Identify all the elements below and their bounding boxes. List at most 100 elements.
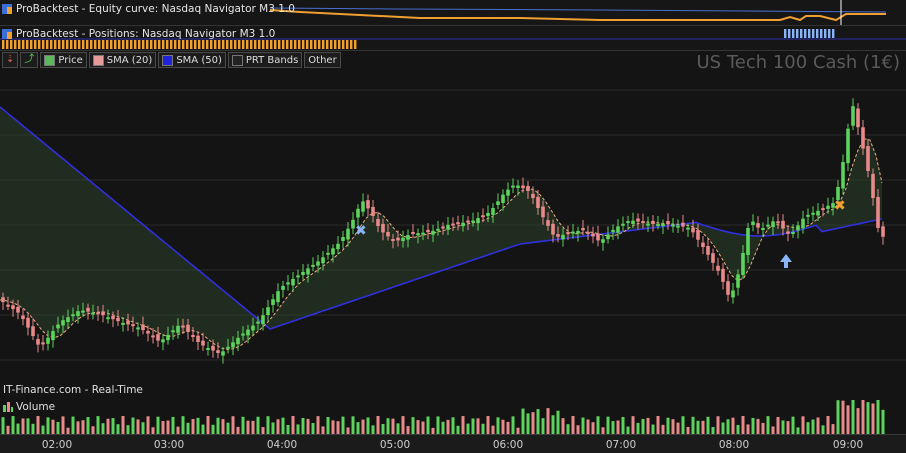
candle-body (761, 228, 765, 230)
price-chart[interactable]: ✖✖ (0, 52, 906, 397)
legend-other[interactable]: Other (304, 52, 341, 68)
volume-bar (1, 417, 5, 434)
volume-bar (581, 417, 585, 434)
candle-body (826, 205, 830, 209)
position-bar (812, 29, 815, 38)
volume-bar (836, 400, 840, 434)
position-bar (796, 29, 799, 38)
candle-body (446, 224, 450, 230)
volume-bar (721, 422, 725, 434)
position-bar (154, 40, 157, 49)
candle-body (631, 220, 635, 225)
volume-bar (131, 417, 135, 434)
volume-bar (561, 418, 565, 434)
candle-body (731, 290, 735, 298)
volume-bar (176, 426, 180, 434)
candle-body (21, 315, 25, 320)
volume-bar (471, 418, 475, 434)
candle-body (286, 282, 290, 285)
candle-body (216, 350, 220, 353)
entry-arrow-icon (780, 254, 792, 268)
candle-body (156, 334, 160, 341)
position-bar (338, 40, 341, 49)
candle-body (251, 325, 255, 331)
volume-bar (86, 417, 90, 434)
volume-bar (771, 426, 775, 434)
position-bar (350, 40, 353, 49)
add-indicator-button[interactable]: ⤴ (20, 52, 39, 68)
position-bar (6, 40, 9, 49)
volume-bar (621, 416, 625, 434)
volume-bar (701, 420, 705, 434)
candle-body (121, 322, 125, 325)
candle-body (666, 221, 670, 224)
position-bar (206, 40, 209, 49)
candle-body (806, 214, 810, 217)
positions-plot (0, 29, 906, 49)
candle-body (311, 264, 315, 267)
volume-bar (741, 416, 745, 434)
candle-body (781, 220, 785, 229)
positions-panel-label: ProBacktest - Positions: Nasdaq Navigato… (16, 28, 276, 40)
volume-bar (501, 419, 505, 434)
volume-bar (316, 416, 320, 434)
volume-bar (126, 425, 130, 434)
position-bar (282, 40, 285, 49)
position-bar (314, 40, 317, 49)
candle-body (811, 212, 815, 215)
position-bar (30, 40, 33, 49)
candle-body (331, 248, 335, 255)
position-bar (62, 40, 65, 49)
candle-body (741, 253, 745, 275)
volume-bar (631, 416, 635, 434)
position-bar (194, 40, 197, 49)
position-bar (14, 40, 17, 49)
legend-sma20-label: SMA (20) (106, 54, 153, 66)
candle-body (506, 189, 510, 196)
volume-bar (391, 418, 395, 434)
candle-body (476, 218, 480, 224)
volume-bar (526, 413, 530, 434)
volume-bar (96, 416, 100, 434)
download-button[interactable]: ⇣ (2, 52, 19, 68)
position-bar (286, 40, 289, 49)
candle-body (656, 224, 660, 226)
candle-body (396, 237, 400, 241)
legend-prt-bands[interactable]: PRT Bands (227, 52, 303, 68)
add-indicator-icon: ⤴ (24, 54, 35, 65)
volume-bar (851, 400, 855, 434)
prt-bands-swatch-icon (231, 54, 243, 66)
candle-body (106, 317, 110, 320)
candle-body (636, 218, 640, 222)
volume-bar (546, 408, 550, 434)
volume-bar (456, 425, 460, 434)
time-axis[interactable]: 02:00 03:00 04:00 05:00 06:00 07:00 08:0… (0, 434, 906, 453)
candle-body (1, 297, 5, 303)
volume-bar (236, 426, 240, 434)
legend-sma-20[interactable]: SMA (20) (88, 52, 157, 68)
candle-body (571, 231, 575, 234)
time-tick: 04:00 (266, 439, 298, 451)
legend-sma-50[interactable]: SMA (50) (158, 52, 226, 68)
volume-bar (381, 424, 385, 434)
candle-body (351, 219, 355, 229)
volume-bar (866, 402, 870, 434)
volume-bar (871, 403, 875, 434)
volume-bar (736, 424, 740, 434)
volume-bar (66, 427, 70, 434)
equity-line (269, 9, 886, 22)
volume-bar (281, 417, 285, 434)
position-bar (34, 40, 37, 49)
legend-price[interactable]: Price (40, 52, 87, 68)
position-bar (78, 40, 81, 49)
candle-body (851, 106, 855, 126)
candle-body (161, 339, 165, 343)
volume-bar (491, 425, 495, 434)
sma50-swatch-icon (162, 54, 174, 66)
volume-bar (536, 409, 540, 434)
position-bar (218, 40, 221, 49)
volume-chart[interactable] (0, 398, 906, 434)
position-bar (186, 40, 189, 49)
volume-bar (541, 418, 545, 434)
position-bar (820, 29, 823, 38)
